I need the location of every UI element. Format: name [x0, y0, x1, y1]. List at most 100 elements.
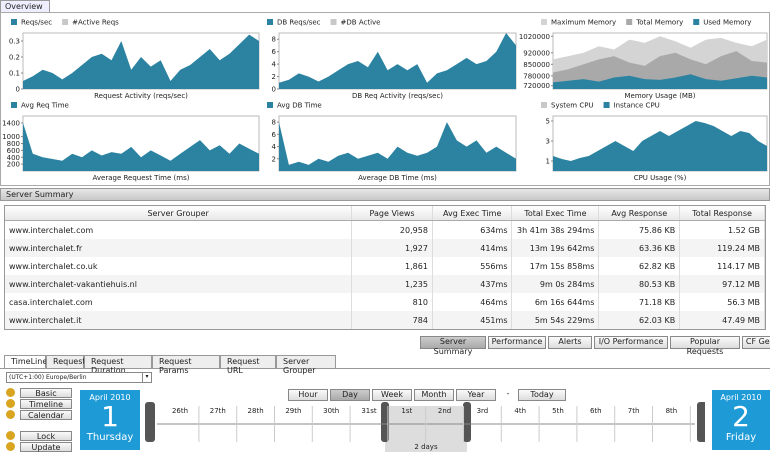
day-label[interactable]: 31st: [361, 407, 377, 415]
legend-label: #Active Reqs: [72, 19, 119, 27]
day-label[interactable]: 26th: [172, 407, 188, 415]
y-tick-label: 800: [7, 140, 20, 148]
legend-swatch: [267, 19, 273, 25]
summary-tab[interactable]: CF General: [742, 336, 770, 349]
left-handle[interactable]: [145, 402, 155, 442]
table-row[interactable]: www.interchalet.co.uk 1,861 556ms 17m 15s 8…: [5, 257, 765, 275]
timeline-tab[interactable]: Request URL: [220, 355, 276, 375]
column-header[interactable]: Page Views: [351, 206, 433, 221]
legend-label: Total Memory: [635, 19, 683, 27]
y-tick-label: 0: [16, 86, 20, 94]
y-tick-label: 600: [7, 147, 20, 155]
summary-tab[interactable]: Server Summary: [420, 336, 486, 356]
timeline-tab[interactable]: Request Duration: [84, 355, 152, 375]
range-button[interactable]: Today: [518, 389, 566, 401]
y-tick-label: 4: [272, 61, 277, 69]
legend-swatch: [541, 19, 547, 25]
side-button[interactable]: Lock: [20, 431, 72, 441]
dropdown-arrow[interactable]: ▾: [142, 372, 152, 383]
cell: 810: [351, 293, 433, 311]
timezone-select[interactable]: (UTC+1:00) Europe/Berlin: [6, 372, 152, 383]
day-label[interactable]: 28th: [248, 407, 264, 415]
side-button[interactable]: Timeline: [20, 399, 72, 409]
day-label[interactable]: 30th: [323, 407, 339, 415]
cell: 1,235: [351, 275, 433, 293]
day-label[interactable]: 3rd: [477, 407, 489, 415]
timeline-tab[interactable]: Request Params: [152, 355, 220, 375]
end-day: 2: [732, 400, 750, 433]
column-header[interactable]: Avg Exec Time: [432, 206, 513, 221]
table-row[interactable]: casa.interchalet.com 810 464ms 6m 16s 644ms…: [5, 293, 765, 311]
column-header[interactable]: Avg Response: [598, 206, 681, 221]
table-row[interactable]: www2.interchalet.com332545ms3m 1s 18ms53…: [5, 329, 765, 330]
table-row[interactable]: www.interchalet.fr 1,927 414ms 13m 19s 642m…: [5, 239, 765, 257]
range-button[interactable]: Day: [330, 389, 370, 401]
day-label[interactable]: 2nd: [438, 407, 451, 415]
icon: [6, 410, 15, 419]
side-button[interactable]: Basic: [20, 388, 72, 398]
summary-tab[interactable]: I/O Performance: [594, 336, 668, 349]
timeline-tab[interactable]: Request: [46, 355, 86, 368]
cell: 437ms: [432, 275, 513, 293]
range-button[interactable]: Hour: [288, 389, 328, 401]
cell: www2.interchalet.com: [5, 329, 352, 330]
cell: 545ms: [432, 329, 512, 330]
side-button[interactable]: Update: [20, 442, 72, 452]
cell: www.interchalet.co.uk: [5, 257, 353, 275]
day-label[interactable]: 29th: [285, 407, 301, 415]
y-tick-label: 5: [546, 118, 550, 126]
day-label[interactable]: 8th: [666, 407, 678, 415]
right-handle[interactable]: [697, 402, 705, 442]
cell: 47.49 MB: [679, 311, 765, 329]
cell: 56.3 MB: [679, 293, 765, 311]
timeline-tab[interactable]: TimeLine: [4, 355, 47, 368]
legend-label: System CPU: [551, 102, 594, 110]
column-header[interactable]: Total Exec Time: [511, 206, 600, 221]
column-header[interactable]: Server Grouper: [5, 206, 353, 221]
area: [553, 121, 767, 171]
day-label[interactable]: 5th: [552, 407, 564, 415]
chart-title: Memory Usage (MB): [624, 92, 695, 100]
summary-tab[interactable]: Popular Requests: [670, 336, 740, 356]
cell: 63.36 KB: [598, 239, 681, 257]
selection-left[interactable]: [381, 402, 389, 442]
start-date: April 2010 1 Thursday: [80, 390, 140, 450]
table-row[interactable]: www.interchalet-vakantiehuis.nl 1,235 437m…: [5, 275, 765, 293]
range-button[interactable]: Year: [456, 389, 496, 401]
day-label[interactable]: 1st: [401, 407, 412, 415]
range-button[interactable]: Month: [414, 389, 454, 401]
table-row[interactable]: www.interchalet.com 20,958 634ms 3h 41m 38s…: [5, 220, 765, 239]
y-tick-label: 920000: [523, 49, 550, 57]
day-label[interactable]: 27th: [210, 407, 226, 415]
range-buttons: Hour Day Week Month Year - Today: [288, 389, 568, 401]
y-tick-label: 1000: [2, 133, 20, 141]
legend-label: Avg DB Time: [277, 102, 322, 110]
cell: 62.03 KB: [598, 311, 681, 329]
legend-label: Reqs/sec: [21, 19, 52, 27]
area: [553, 51, 767, 89]
day-label[interactable]: 7th: [628, 407, 640, 415]
day-label[interactable]: 4th: [514, 407, 526, 415]
cell: 53.09 KB: [599, 329, 680, 330]
summary-tabs: Server Summary Performance Alerts I/O Perfo…: [0, 336, 770, 356]
area: [23, 122, 259, 171]
summary-tab[interactable]: Alerts: [548, 336, 592, 349]
column-header[interactable]: Total Response: [679, 206, 765, 221]
side-button[interactable]: Calendar: [20, 410, 72, 420]
cell: 17.21 MB: [680, 329, 765, 330]
cell: 13m 19s 642ms: [511, 239, 600, 257]
summary-tab[interactable]: Performance: [488, 336, 546, 349]
legend-swatch: [541, 102, 547, 108]
y-tick-label: 6: [272, 131, 277, 139]
icon: [6, 388, 15, 397]
timeline-tab[interactable]: Server Grouper: [276, 355, 336, 375]
selection-right[interactable]: [463, 402, 471, 442]
cell: 556ms: [432, 257, 513, 275]
cell: 634ms: [432, 220, 513, 239]
icon: [6, 442, 15, 451]
legend-swatch: [693, 19, 700, 25]
table-row[interactable]: www.interchalet.it 784 451ms 5m 54s 229ms 62…: [5, 311, 765, 329]
range-button[interactable]: Week: [372, 389, 412, 401]
legend-swatch: [626, 19, 633, 25]
day-label[interactable]: 6th: [590, 407, 602, 415]
